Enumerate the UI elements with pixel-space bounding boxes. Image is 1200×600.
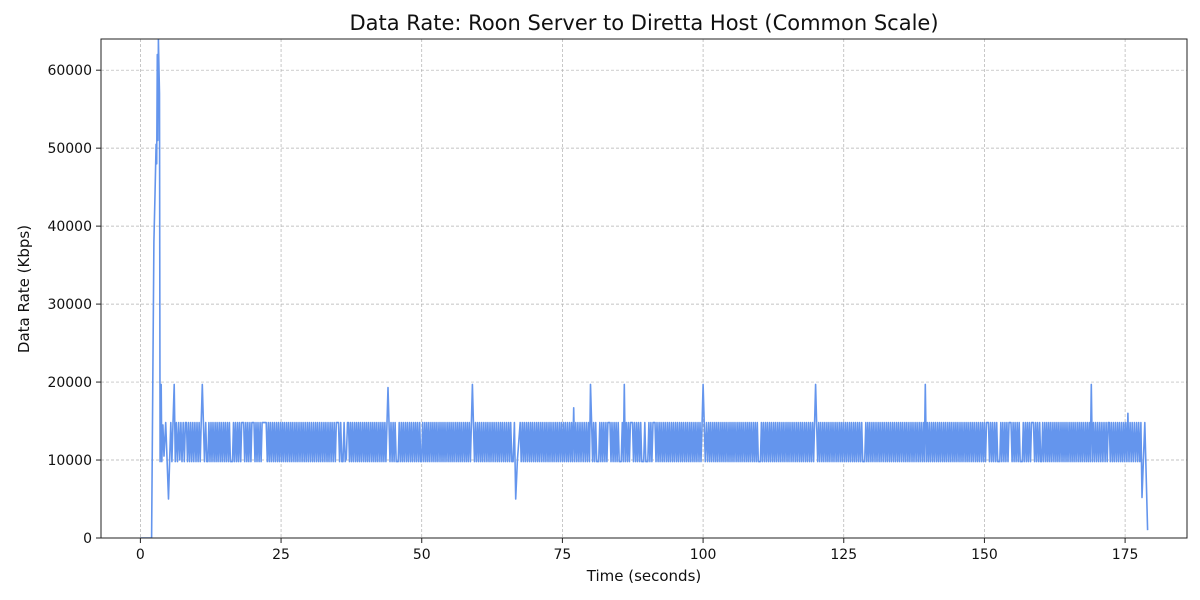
axes-frame xyxy=(100,38,1188,539)
x-tick-label: 150 xyxy=(971,547,998,563)
plot-area xyxy=(140,39,1149,538)
y-tick-label: 20000 xyxy=(47,375,92,391)
x-tick-label: 125 xyxy=(830,547,857,563)
x-tick-label: 75 xyxy=(553,547,571,563)
x-tick-label: 0 xyxy=(136,547,145,563)
chart-title: Data Rate: Roon Server to Diretta Host (… xyxy=(349,11,938,35)
x-tick-label: 50 xyxy=(413,547,431,563)
axis-ticks: 0 25 50 75 100 125 150 175 0 10000 20000 30000 40000… xyxy=(47,63,1138,563)
data-rate-line xyxy=(140,39,1149,538)
x-axis-label: Time (seconds) xyxy=(586,567,702,585)
x-tick-label: 100 xyxy=(690,547,717,563)
y-tick-label: 10000 xyxy=(47,453,92,469)
y-tick-label: 30000 xyxy=(47,297,92,313)
y-tick-label: 0 xyxy=(83,531,92,547)
grid-lines xyxy=(101,39,1187,539)
y-tick-label: 50000 xyxy=(47,141,92,157)
x-tick-label: 175 xyxy=(1112,547,1139,563)
x-tick-label: 25 xyxy=(272,547,290,563)
y-axis-label: Data Rate (Kbps) xyxy=(15,225,33,353)
y-tick-label: 40000 xyxy=(47,219,92,235)
y-tick-label: 60000 xyxy=(47,63,92,79)
